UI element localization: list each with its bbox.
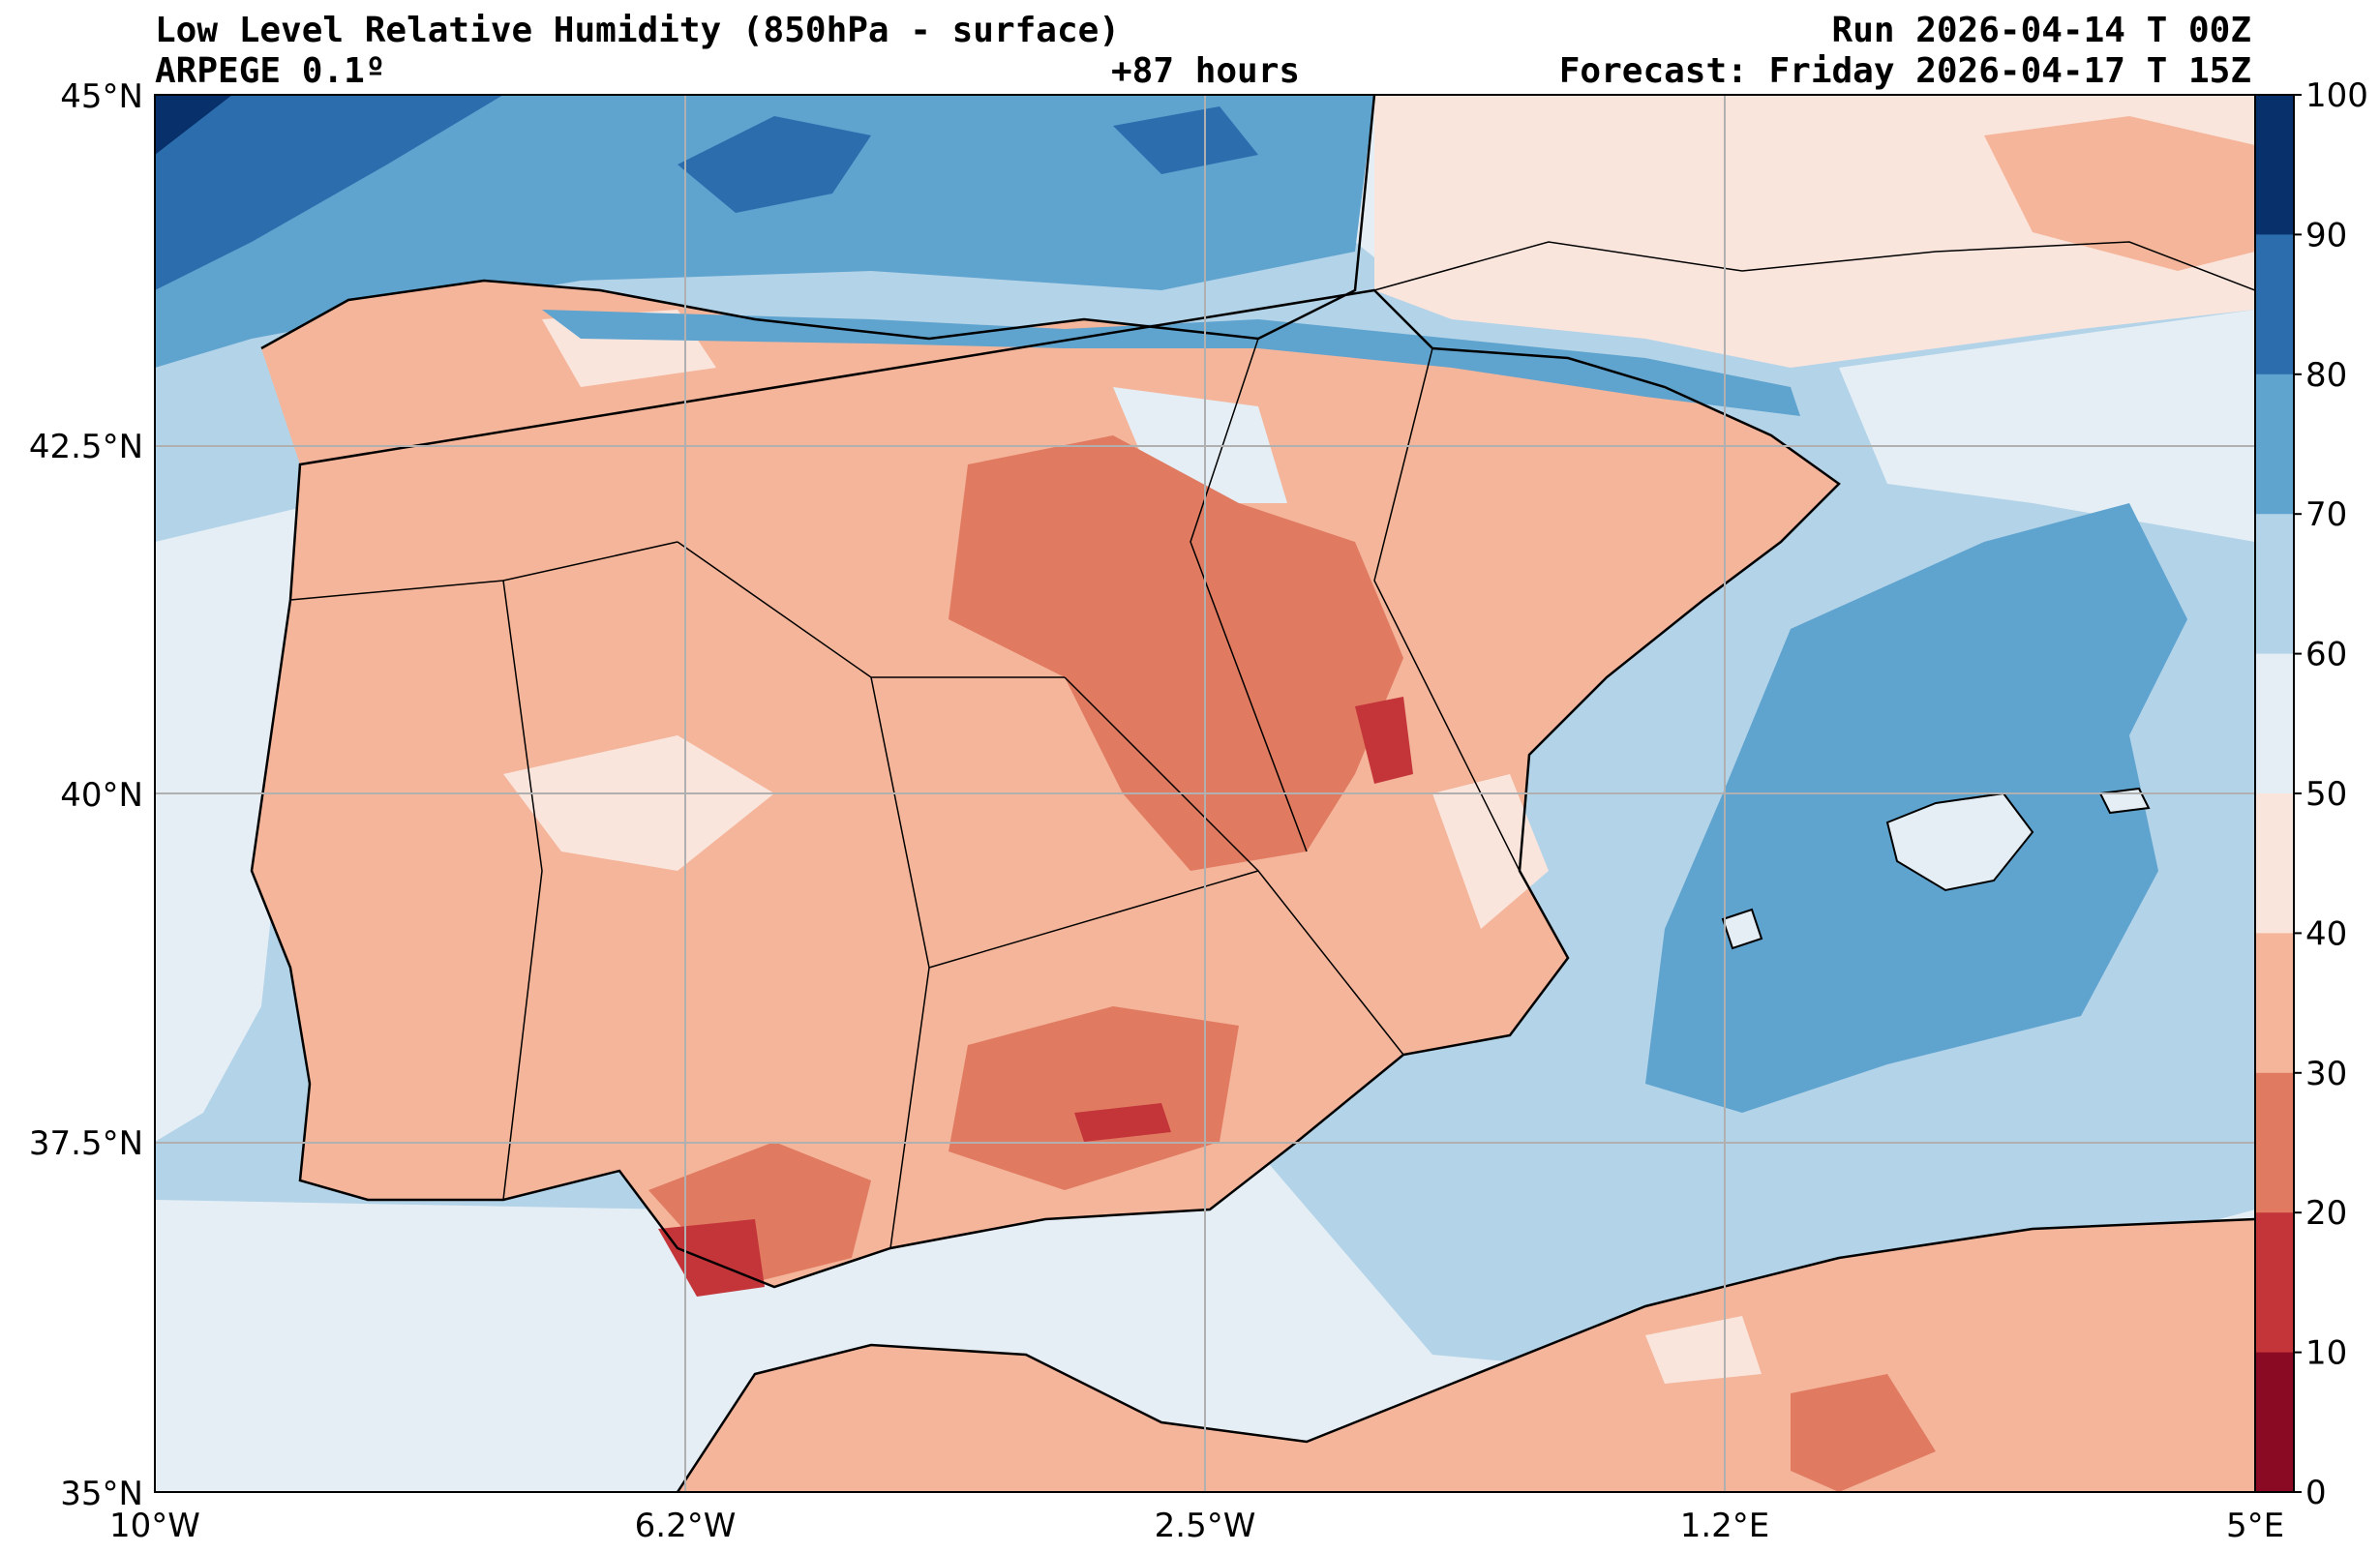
france-borders [1373, 241, 2255, 291]
region-borders [289, 338, 1521, 1249]
colorbar-bin [2255, 653, 2294, 794]
colorbar-bin [2255, 373, 2294, 515]
model-label: ARPEGE 0.1º [155, 51, 386, 91]
colorbar-label: 80 [2305, 356, 2347, 395]
colorbar-bin [2255, 514, 2294, 655]
map-title: Low Level Relative Humidity (850hPa - su… [155, 11, 1120, 50]
coastline [250, 95, 1841, 1289]
mallorca-island [1885, 791, 2034, 892]
france-dry-patch [1984, 116, 2255, 271]
colorbar-label: 20 [2305, 1194, 2347, 1233]
colorbar-label: 0 [2305, 1474, 2327, 1512]
biscay-core-zone [678, 116, 871, 213]
colorbar-bin [2255, 95, 2294, 235]
lon-label-10w: 10°W [109, 1507, 200, 1545]
colorbar-bin [2255, 1352, 2294, 1493]
colorbar-label: 100 [2305, 76, 2368, 115]
north-africa-humid-patch [1645, 1316, 1762, 1384]
colorbar-label: 40 [2305, 914, 2347, 953]
lon-label-1-2e: 1.2°E [1680, 1507, 1770, 1545]
lead-time-label: +87 hours [1111, 51, 1301, 91]
teruel-very-dry [1355, 697, 1413, 784]
colorbar-bin [2255, 1212, 2294, 1354]
central-dry-core [949, 435, 1403, 871]
lon-label-2-5w: 2.5°W [1155, 1507, 1256, 1545]
biscay-darkest-zone [155, 95, 232, 155]
south-dry-core [949, 1006, 1239, 1190]
colorbar-bin [2255, 793, 2294, 934]
run-label: Run 2026-04-14 T 00Z [1831, 11, 2251, 50]
biscay-dark-zone [155, 95, 503, 290]
colorbar-label: 90 [2305, 216, 2347, 254]
balearic-sea-zone [1645, 503, 2187, 1113]
colorbar-label: 10 [2305, 1334, 2347, 1373]
lat-label-37-5n: 37.5°N [29, 1124, 143, 1163]
ibiza-island [1721, 908, 1763, 950]
forecast-label: Forecast: Friday 2026-04-17 T 15Z [1558, 51, 2251, 91]
lon-label-6-2w: 6.2°W [635, 1507, 737, 1545]
lat-label-42-5n: 42.5°N [29, 428, 143, 466]
colorbar-label: 30 [2305, 1055, 2347, 1093]
iberia-land [252, 281, 1839, 1287]
menorca-island [2098, 787, 2151, 815]
gulf-lion-light-zone [1839, 310, 2255, 542]
lat-label-40n: 40°N [60, 776, 143, 815]
colorbar-label: 60 [2305, 636, 2347, 674]
colorbar-bin [2255, 234, 2294, 375]
atlantic-light-zone [155, 503, 319, 1142]
lat-label-45n: 45°N [60, 77, 143, 116]
africa-coastline [676, 1217, 2255, 1492]
colorbar-label: 70 [2305, 495, 2347, 534]
pyrenees-moist-band [542, 310, 1800, 416]
land-humid-patch-2 [1432, 774, 1549, 929]
colorbar-bin [2255, 1072, 2294, 1213]
granada-very-dry [1074, 1103, 1171, 1142]
lon-label-5e: 5°E [2226, 1507, 2284, 1545]
land-humid-patch-1 [503, 735, 774, 871]
lat-label-35n: 35°N [60, 1475, 143, 1513]
colorbar-bin [2255, 933, 2294, 1074]
colorbar-label: 50 [2305, 775, 2347, 814]
north-africa-dry-core [1791, 1374, 1936, 1492]
biscay-core-zone-2 [1113, 106, 1258, 174]
graticule [155, 95, 2255, 1492]
